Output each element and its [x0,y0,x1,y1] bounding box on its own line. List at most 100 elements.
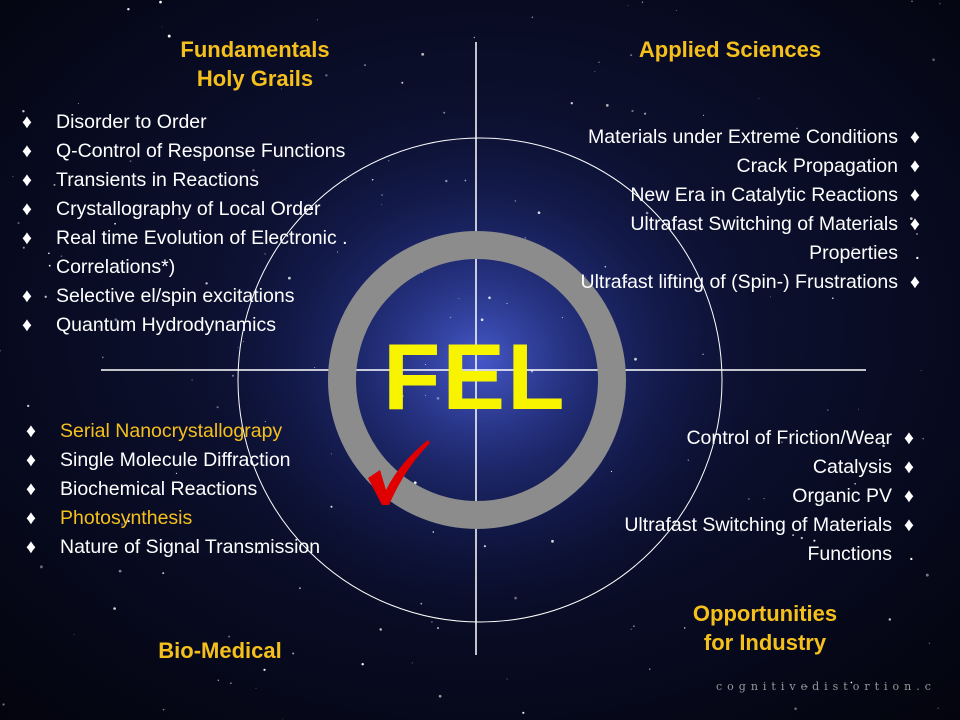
list-item: ♦ Selective el/spin excitations [22,282,348,311]
star [598,61,600,64]
star [852,247,854,249]
bullet-icon: ♦ [26,536,36,558]
star [381,203,383,205]
star [675,9,677,12]
star [882,444,885,448]
star [282,718,284,720]
star [631,109,634,113]
star [627,5,629,7]
fundamentals-list: ♦ Disorder to Order ♦ Q-Control of Response… [22,108,348,340]
list-item: ♦ Crystallography of Local Order [22,195,348,224]
star [800,536,803,540]
star [531,16,534,19]
list-item-text: Disorder to Order [56,111,207,133]
star [932,58,935,62]
star [794,707,797,711]
list-item-text: Catalysis [812,456,892,478]
star [805,685,808,688]
star [533,407,535,409]
star [345,179,347,182]
star [127,7,130,11]
bullet-icon: ♦ [910,271,920,293]
list-item-text: Crystallography of Local Order [56,198,321,220]
bullet-icon: ♦ [910,213,920,235]
star [827,409,829,411]
star [292,652,295,655]
star [17,222,20,225]
star [361,662,364,666]
star [22,110,25,113]
star [431,621,433,623]
star [561,317,563,319]
star [630,628,632,630]
star [857,408,859,410]
list-item: ♦ Single Molecule Diffraction [26,446,320,475]
star [364,64,366,67]
list-item-text: New Era in Catalytic Reactions [630,184,898,206]
star [443,111,446,114]
star [633,625,635,627]
list-item-text: Functions [807,543,892,565]
star [911,0,913,3]
star [2,703,5,706]
list-item-text: Ultrafast lifting of (Spin-) Frustration… [580,271,898,293]
heading-applied-sciences: Applied Sciences [638,37,822,62]
star [53,183,56,186]
bullet-icon: ♦ [22,198,32,220]
star [604,266,607,268]
list-item-text: Ultrafast Switching of Materials [630,213,898,235]
star [831,297,834,300]
star [644,112,647,115]
star [60,255,63,257]
list-item-text: Ultrafast Switching of Materials [624,514,892,536]
checkmark-icon [368,440,430,505]
list-item-text: Organic PV [792,485,892,507]
star [514,200,517,202]
fel-ring [328,231,626,529]
bullet-icon: ♦ [26,420,36,442]
list-item: ♦ Quantum Hydrodynamics [22,311,348,340]
star [605,104,609,107]
list-item-text: Control of Friction/Wear [686,427,892,449]
star [27,404,30,408]
list-item: New Era in Catalytic Reactions ♦ [580,181,920,210]
bullet-icon: . [908,543,914,565]
list-item-text: Quantum Hydrodynamics [56,314,277,336]
star [379,628,382,631]
star [451,384,454,387]
list-item: ♦ Disorder to Order [22,108,348,137]
star [230,682,232,684]
list-item: ♦ Real time Evolution of Electronic . [22,224,348,253]
star [909,217,913,220]
bullet-icon: . [914,242,920,264]
star [425,364,426,366]
star [401,81,404,84]
list-item: Ultrafast lifting of (Spin-) Frustration… [580,268,920,297]
star [73,633,75,635]
star [480,318,484,322]
star [264,253,266,255]
star [371,179,374,181]
watermark: cognitivedistortion.c [716,680,936,693]
star [483,545,486,548]
star [77,103,79,105]
star [22,246,25,249]
star [314,367,316,368]
list-item-text: Selective el/spin excitations [56,285,295,307]
star [141,119,144,122]
star [330,505,333,508]
star [630,54,633,57]
star [748,498,750,500]
star [449,316,452,319]
star [242,340,244,342]
list-item: ♦ Q-Control of Response Functions [22,137,348,166]
list-item: Crack Propagation ♦ [580,152,920,181]
star [162,708,165,711]
industry-list: Control of Friction/Wear ♦ Catalysis ♦ Organ… [624,424,914,569]
star [107,235,109,237]
bullet-icon: ♦ [904,456,914,478]
star [420,602,423,605]
star [175,472,178,475]
star [683,627,686,629]
star [436,627,440,630]
